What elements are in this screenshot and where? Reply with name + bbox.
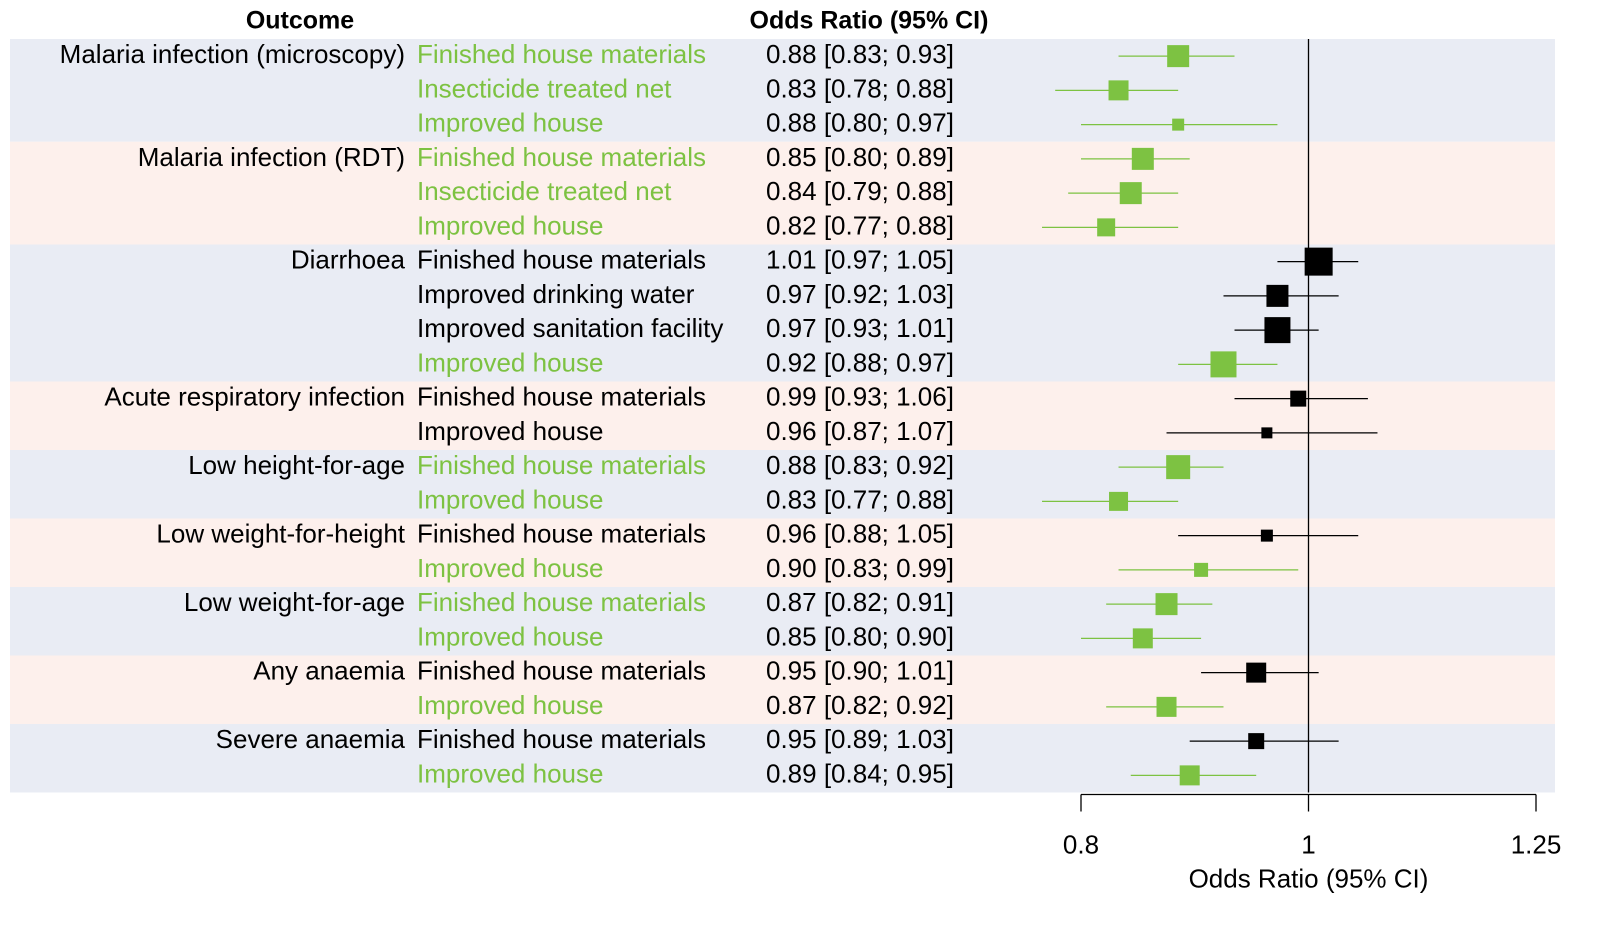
x-tick-label: 0.8 (1063, 829, 1099, 859)
exposure-label: Finished house materials (417, 450, 706, 480)
estimate-box (1119, 182, 1142, 205)
estimate-box (1132, 628, 1153, 649)
outcome-label: Low height-for-age (188, 450, 405, 480)
exposure-label: Finished house materials (417, 382, 706, 412)
group-band (10, 450, 1555, 519)
estimate-box (1266, 284, 1289, 307)
estimate-box (1097, 218, 1116, 237)
exposure-label: Improved house (417, 758, 603, 788)
outcome-label: Malaria infection (RDT) (138, 142, 405, 172)
outcome-header: Outcome (246, 7, 354, 35)
estimate-box (1246, 662, 1267, 683)
group-band (10, 587, 1555, 656)
estimate-label: 0.95 [0.90; 1.01] (766, 656, 954, 686)
outcome-label: Acute respiratory infection (104, 382, 405, 412)
estimate-header: Odds Ratio (95% CI) (750, 7, 989, 35)
estimate-label: 0.85 [0.80; 0.90] (766, 621, 954, 651)
estimate-box (1109, 491, 1129, 511)
exposure-label: Improved drinking water (417, 279, 695, 309)
exposure-label: Improved house (417, 108, 603, 138)
exposure-label: Finished house materials (417, 656, 706, 686)
estimate-label: 0.88 [0.83; 0.93] (766, 39, 954, 69)
exposure-label: Improved house (417, 484, 603, 514)
estimate-box (1131, 147, 1154, 170)
estimate-box (1290, 390, 1307, 407)
estimate-box (1172, 118, 1185, 131)
exposure-label: Improved house (417, 621, 603, 651)
exposure-label: Finished house materials (417, 39, 706, 69)
estimate-box (1264, 317, 1291, 344)
outcome-label: Low weight-for-height (156, 519, 405, 549)
outcome-label: Malaria infection (microscopy) (60, 39, 405, 69)
exposure-label: Insecticide treated net (417, 73, 672, 103)
estimate-label: 0.89 [0.84; 0.95] (766, 758, 954, 788)
x-tick-label: 1.25 (1511, 829, 1562, 859)
x-axis-label: Odds Ratio (95% CI) (1189, 863, 1429, 893)
group-band (10, 655, 1555, 724)
estimate-box (1166, 455, 1191, 480)
outcome-label: Diarrhoea (291, 245, 406, 275)
exposure-label: Finished house materials (417, 724, 706, 754)
estimate-label: 0.96 [0.88; 1.05] (766, 519, 954, 549)
exposure-label: Improved house (417, 347, 603, 377)
outcome-label: Any anaemia (253, 656, 405, 686)
estimate-label: 0.85 [0.80; 0.89] (766, 142, 954, 172)
estimate-label: 1.01 [0.97; 1.05] (766, 245, 954, 275)
exposure-label: Finished house materials (417, 587, 706, 617)
estimate-label: 0.97 [0.93; 1.01] (766, 313, 954, 343)
group-band (10, 724, 1555, 793)
estimate-box (1108, 80, 1129, 101)
exposure-label: Finished house materials (417, 245, 706, 275)
estimate-label: 0.87 [0.82; 0.92] (766, 690, 954, 720)
exposure-label: Finished house materials (417, 519, 706, 549)
exposure-label: Improved house (417, 690, 603, 720)
group-band (10, 39, 1555, 142)
estimate-label: 0.97 [0.92; 1.03] (766, 279, 954, 309)
group-band (10, 244, 1555, 382)
estimate-box (1261, 427, 1273, 439)
estimate-label: 0.99 [0.93; 1.06] (766, 382, 954, 412)
exposure-label: Insecticide treated net (417, 176, 672, 206)
estimate-label: 0.83 [0.77; 0.88] (766, 484, 954, 514)
estimate-label: 0.90 [0.83; 0.99] (766, 553, 954, 583)
estimate-box (1210, 351, 1237, 378)
outcome-label: Low weight-for-age (184, 587, 405, 617)
estimate-box (1194, 562, 1209, 577)
group-band (10, 141, 1555, 245)
estimate-box (1260, 529, 1273, 542)
estimate-box (1304, 247, 1333, 276)
estimate-label: 0.82 [0.77; 0.88] (766, 210, 954, 240)
estimate-label: 0.87 [0.82; 0.91] (766, 587, 954, 617)
exposure-label: Improved house (417, 553, 603, 583)
estimate-box (1248, 733, 1265, 750)
estimate-label: 0.84 [0.79; 0.88] (766, 176, 954, 206)
x-tick-label: 1 (1301, 829, 1315, 859)
outcome-label: Severe anaemia (216, 724, 406, 754)
exposure-label: Improved house (417, 416, 603, 446)
estimate-label: 0.88 [0.83; 0.92] (766, 450, 954, 480)
estimate-label: 0.96 [0.87; 1.07] (766, 416, 954, 446)
exposure-label: Improved house (417, 210, 603, 240)
estimate-label: 0.92 [0.88; 0.97] (766, 347, 954, 377)
group-band (10, 518, 1555, 587)
exposure-label: Finished house materials (417, 142, 706, 172)
estimate-box (1167, 45, 1190, 68)
estimate-box (1179, 765, 1200, 786)
estimate-label: 0.83 [0.78; 0.88] (766, 73, 954, 103)
exposure-label: Improved sanitation facility (417, 313, 723, 343)
estimate-label: 0.95 [0.89; 1.03] (766, 724, 954, 754)
estimate-box (1156, 696, 1177, 717)
estimate-label: 0.88 [0.80; 0.97] (766, 108, 954, 138)
estimate-box (1155, 593, 1178, 616)
